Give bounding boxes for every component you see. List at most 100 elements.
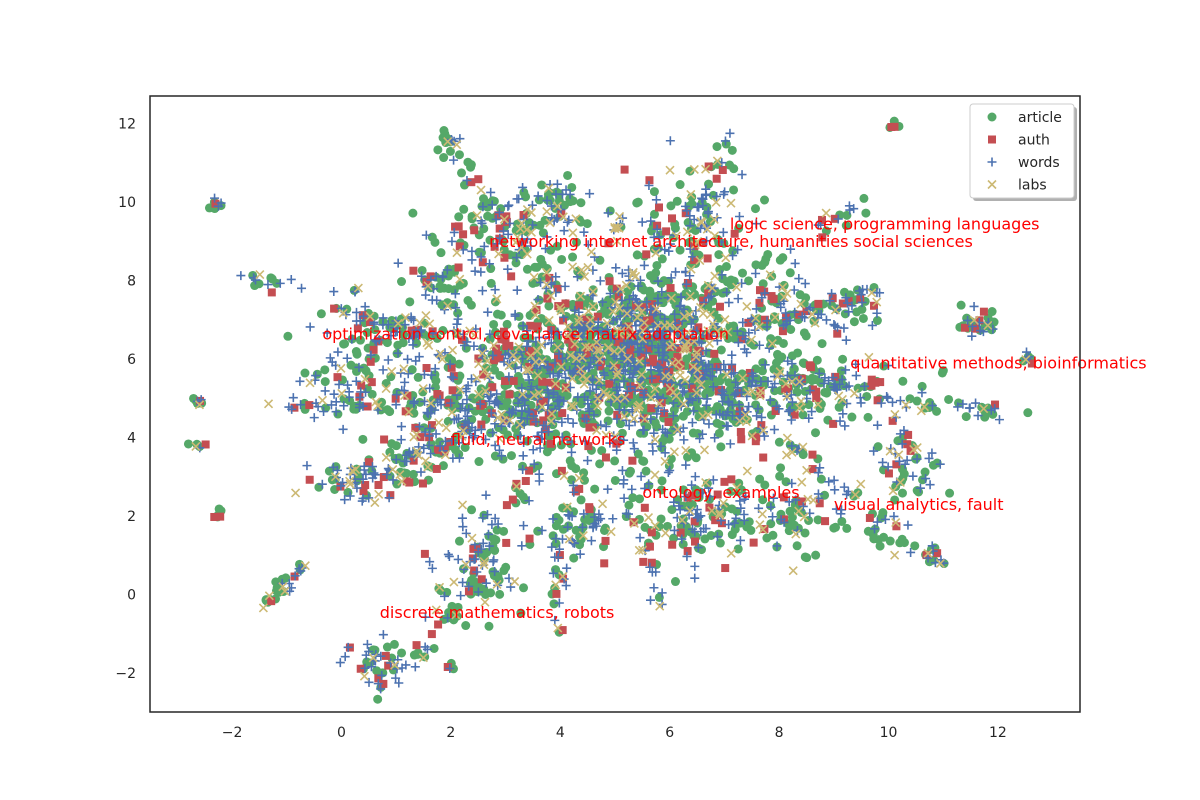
data-point xyxy=(481,490,491,500)
data-point xyxy=(651,268,661,278)
data-point xyxy=(909,444,919,455)
data-point xyxy=(408,469,418,479)
data-point xyxy=(698,488,708,498)
data-point xyxy=(552,589,561,598)
data-point xyxy=(452,140,462,150)
data-point xyxy=(395,469,405,480)
data-point xyxy=(332,465,342,475)
data-point xyxy=(639,260,649,270)
data-point xyxy=(562,217,572,227)
data-point xyxy=(675,245,685,255)
data-point xyxy=(543,427,553,437)
data-point xyxy=(597,446,607,456)
data-point xyxy=(692,348,702,358)
data-point xyxy=(769,493,779,503)
data-point xyxy=(462,411,472,421)
data-point xyxy=(418,653,428,663)
data-point xyxy=(839,287,849,297)
data-point xyxy=(557,466,566,475)
data-point xyxy=(555,303,565,313)
data-point xyxy=(627,484,637,494)
data-point xyxy=(781,313,791,323)
data-point xyxy=(688,252,698,262)
data-point xyxy=(720,136,730,146)
data-point xyxy=(733,294,743,304)
data-point xyxy=(605,438,615,448)
data-point xyxy=(681,344,692,354)
data-point xyxy=(366,357,375,366)
data-point xyxy=(563,322,573,332)
data-point xyxy=(763,249,773,259)
data-point xyxy=(772,371,783,382)
data-point xyxy=(365,311,375,321)
data-point xyxy=(536,340,547,350)
data-point xyxy=(518,354,528,364)
data-point xyxy=(612,394,622,404)
data-point xyxy=(505,218,515,228)
data-point xyxy=(359,487,368,496)
data-point xyxy=(457,500,468,510)
y-tick-label: 12 xyxy=(118,116,136,132)
data-point xyxy=(725,128,735,138)
data-point xyxy=(551,381,560,390)
data-point xyxy=(642,297,652,307)
data-point xyxy=(483,529,493,539)
data-point xyxy=(691,537,700,546)
data-point xyxy=(360,374,370,384)
data-point xyxy=(710,231,720,241)
data-point xyxy=(446,398,456,408)
data-point xyxy=(436,400,446,410)
data-point xyxy=(879,361,889,371)
data-point xyxy=(726,486,736,496)
data-point xyxy=(671,231,681,241)
data-point xyxy=(439,153,449,163)
data-point xyxy=(715,302,724,311)
data-point xyxy=(305,322,315,332)
data-point xyxy=(619,475,629,485)
data-point xyxy=(994,415,1004,425)
data-point xyxy=(677,534,687,544)
data-point xyxy=(376,684,386,694)
data-point xyxy=(609,351,619,361)
data-point xyxy=(612,236,622,246)
data-point xyxy=(811,428,821,438)
data-point xyxy=(502,319,512,329)
data-point xyxy=(284,402,294,412)
data-point xyxy=(438,326,448,336)
data-point xyxy=(358,434,368,444)
data-point xyxy=(546,338,556,348)
data-point xyxy=(511,258,521,268)
data-point xyxy=(539,396,548,405)
data-point xyxy=(355,316,365,326)
data-point xyxy=(563,414,573,424)
data-point xyxy=(434,582,445,592)
data-point xyxy=(635,356,645,366)
data-point xyxy=(905,394,915,404)
data-point xyxy=(775,367,785,377)
data-point xyxy=(606,527,616,537)
data-point xyxy=(431,605,441,615)
data-point xyxy=(690,573,700,583)
data-point xyxy=(585,324,595,334)
data-point xyxy=(418,479,427,488)
data-point xyxy=(431,429,441,439)
data-point xyxy=(639,303,648,312)
data-point xyxy=(583,306,594,316)
data-point xyxy=(744,517,754,527)
data-point xyxy=(595,255,605,265)
data-point xyxy=(889,511,899,521)
data-point xyxy=(707,506,717,516)
data-point xyxy=(658,341,668,351)
data-point xyxy=(433,145,443,155)
data-point xyxy=(701,164,711,174)
data-point xyxy=(610,224,620,234)
data-point xyxy=(917,388,927,398)
data-point xyxy=(409,398,419,408)
data-point xyxy=(840,365,850,375)
data-point xyxy=(438,272,448,282)
data-point xyxy=(450,445,460,455)
data-point xyxy=(694,202,704,212)
data-point xyxy=(373,694,383,704)
data-point xyxy=(544,301,554,311)
data-point xyxy=(358,311,367,320)
